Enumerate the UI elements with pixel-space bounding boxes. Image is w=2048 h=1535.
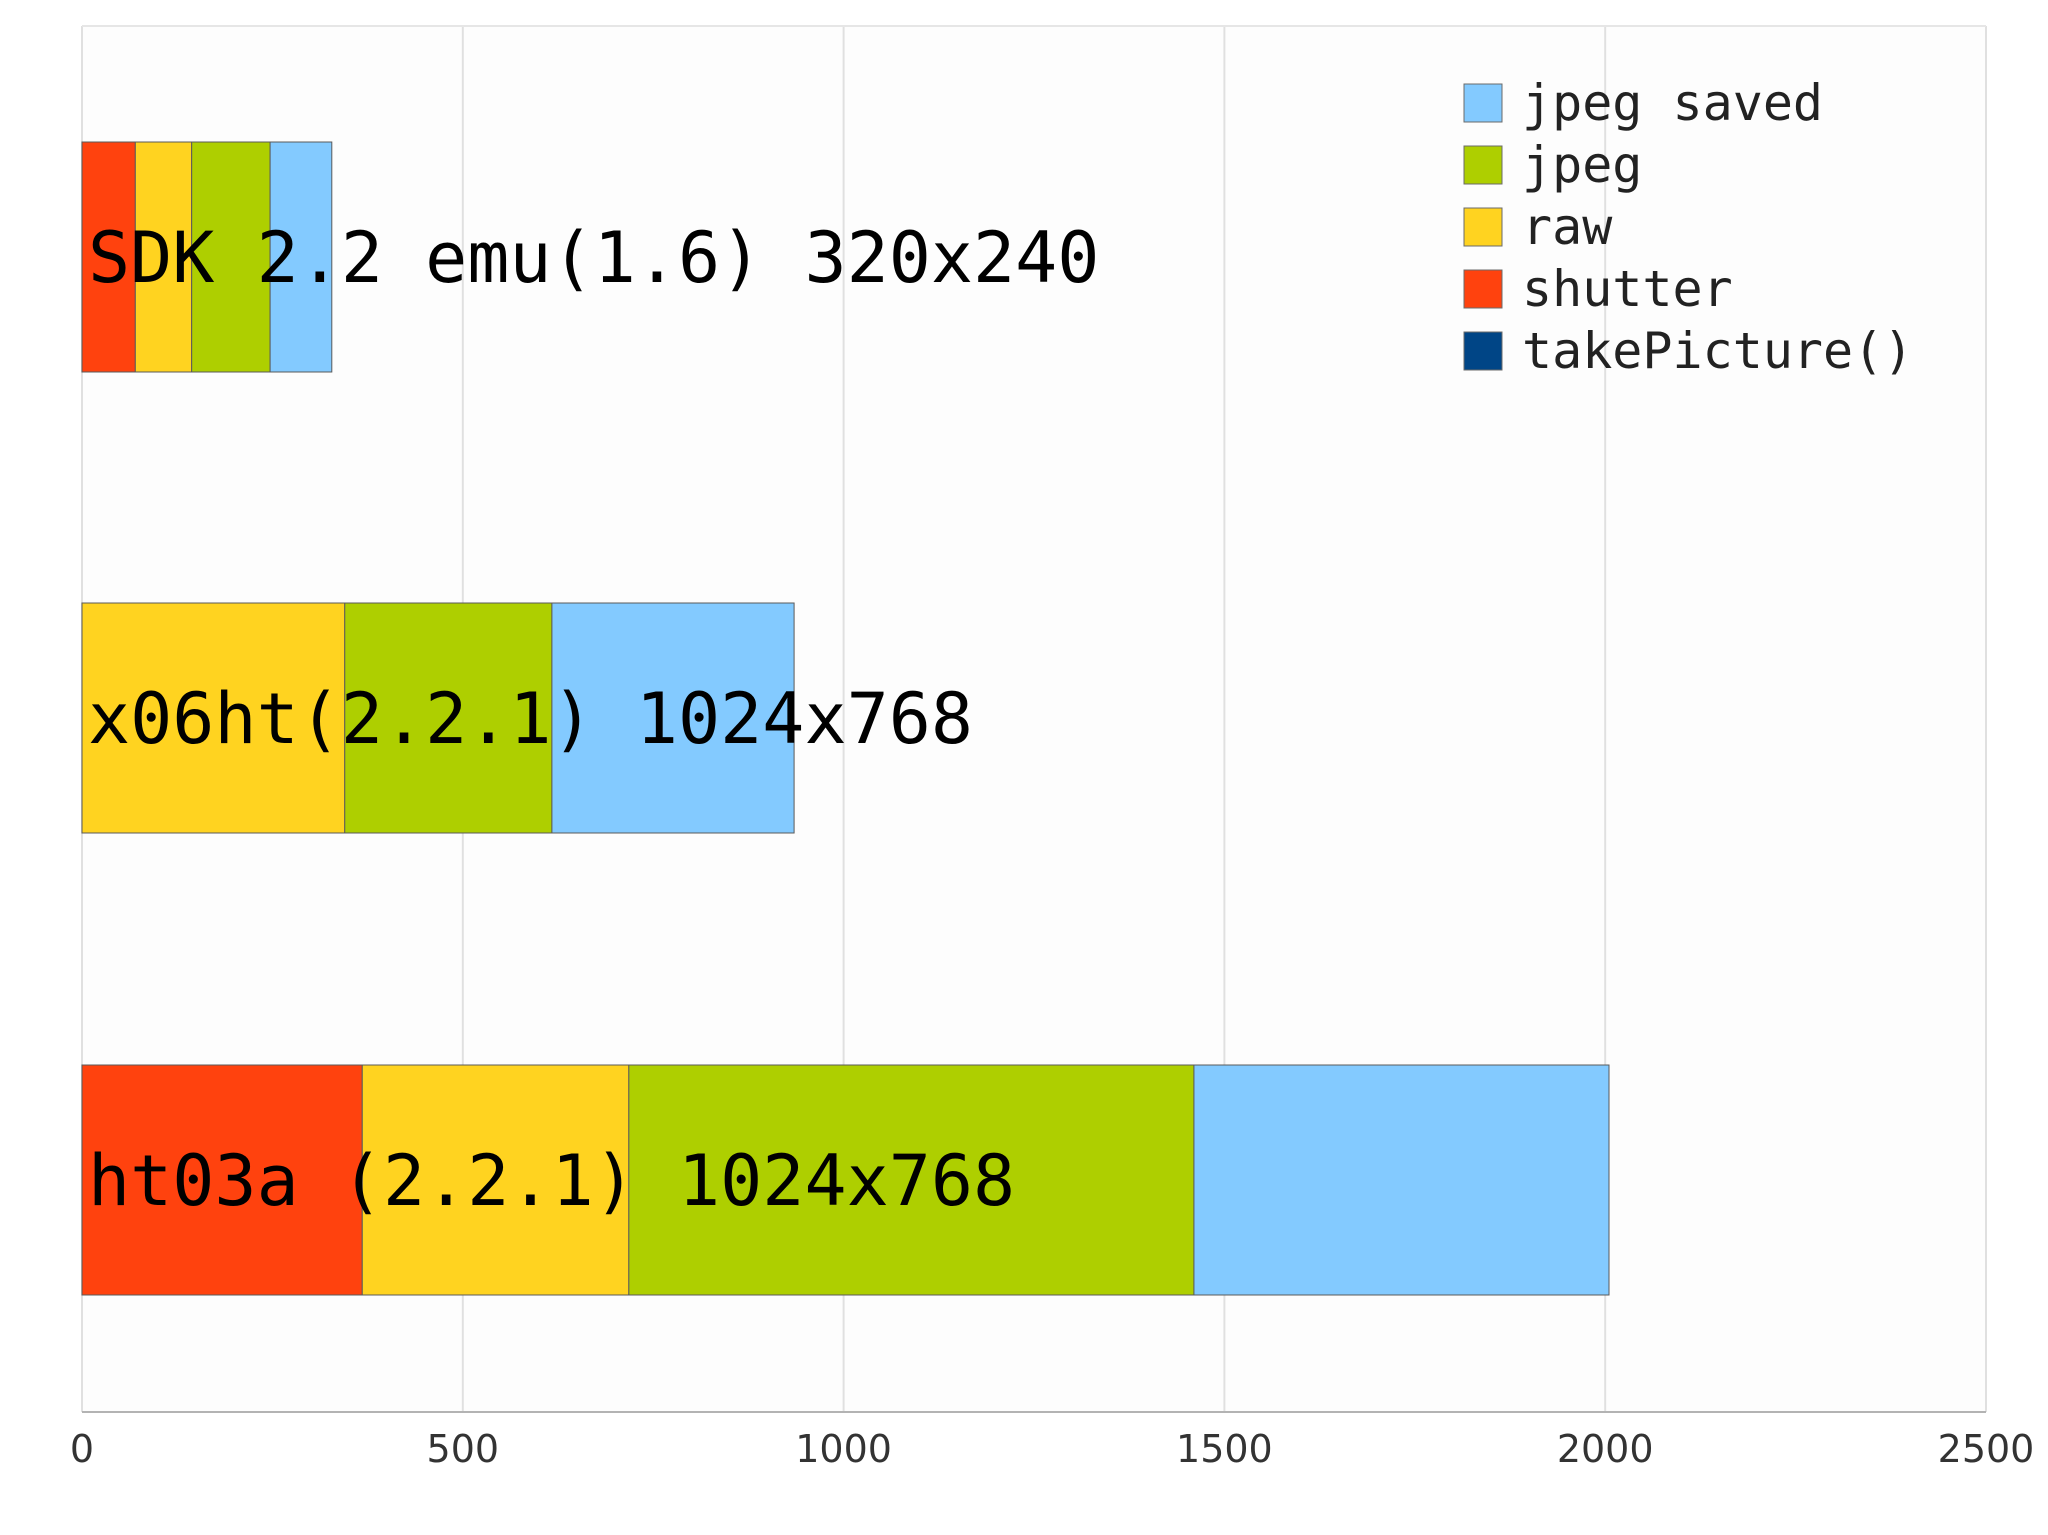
legend-swatch-0 bbox=[1463, 83, 1503, 123]
legend-label-1: jpeg bbox=[1522, 136, 1642, 194]
legend-label-2: raw bbox=[1522, 198, 1613, 256]
x-tick-label-0: 0 bbox=[70, 1427, 94, 1471]
bar-segment-jpeg-1 bbox=[344, 602, 553, 834]
category-label-1: x06ht(2.2.1) 1024x768 bbox=[88, 678, 973, 760]
legend-label-4: takePicture() bbox=[1522, 322, 1913, 380]
legend-swatch-1 bbox=[1463, 145, 1503, 185]
bar-segment-raw-2 bbox=[361, 1064, 630, 1296]
bar-segment-jpeg-0 bbox=[191, 141, 271, 373]
x-tick-label-4: 2000 bbox=[1557, 1427, 1654, 1471]
x-tick-label-1: 500 bbox=[427, 1427, 500, 1471]
bar-segment-jpeg-saved-0 bbox=[269, 141, 333, 373]
bar-segment-jpeg-saved-2 bbox=[1193, 1064, 1610, 1296]
x-tick-label-3: 1500 bbox=[1176, 1427, 1273, 1471]
legend-label-0: jpeg saved bbox=[1522, 74, 1823, 132]
legend-label-3: shutter bbox=[1522, 260, 1733, 318]
x-tick-label-5: 2500 bbox=[1938, 1427, 2035, 1471]
category-label-0: SDK 2.2 emu(1.6) 320x240 bbox=[88, 217, 1099, 299]
legend-swatch-2 bbox=[1463, 207, 1503, 247]
x-tick-label-2: 1000 bbox=[795, 1427, 892, 1471]
legend-swatch-3 bbox=[1463, 269, 1503, 309]
bar-segment-jpeg-saved-1 bbox=[551, 602, 795, 834]
bar-segment-raw-1 bbox=[81, 602, 346, 834]
bar-segment-jpeg-2 bbox=[628, 1064, 1195, 1296]
legend-swatch-4 bbox=[1463, 331, 1503, 371]
bar-labels: SDK 2.2 emu(1.6) 320x240 x06ht(2.2.1) 102… bbox=[88, 217, 1099, 1222]
bars bbox=[81, 141, 1610, 1296]
x-axis-ticks: 0 500 1000 1500 2000 2500 bbox=[70, 1427, 2034, 1471]
bar-segment-raw-0 bbox=[134, 141, 193, 373]
category-label-2: ht03a (2.2.1) 1024x768 bbox=[88, 1140, 1015, 1222]
bar-segment-shutter-2 bbox=[81, 1064, 363, 1296]
